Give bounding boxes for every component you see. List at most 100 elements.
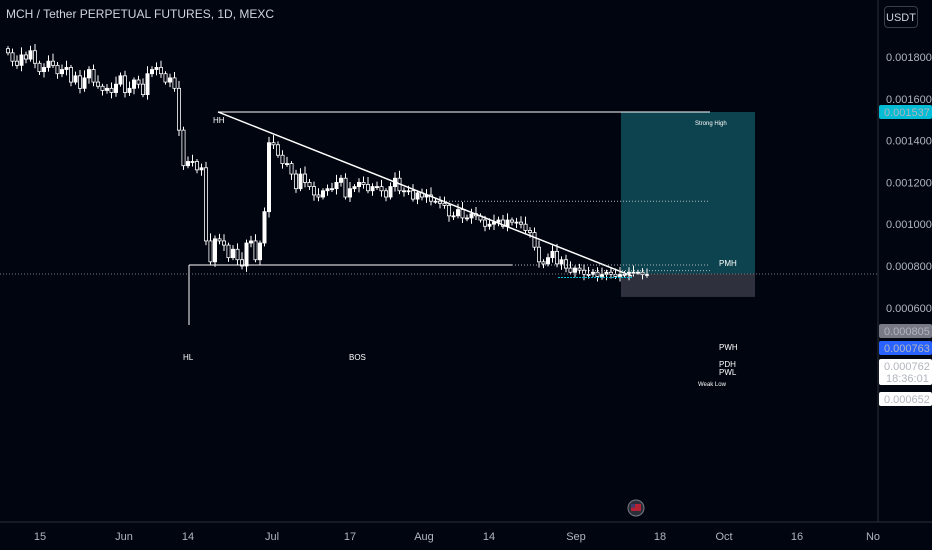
candle-body — [33, 50, 38, 64]
candle-body — [523, 223, 528, 231]
candle-body — [514, 221, 519, 224]
candle-body — [14, 60, 19, 66]
candle-body — [114, 83, 119, 93]
candle-body — [320, 190, 325, 198]
candle-body — [280, 154, 285, 164]
x-tick-label: Aug — [414, 531, 434, 543]
candle-body — [428, 194, 433, 202]
candle-body — [631, 271, 636, 274]
candle-body — [158, 67, 163, 75]
x-tick-label: 18 — [654, 531, 666, 543]
candle-body — [55, 64, 60, 75]
candle-body — [91, 69, 96, 83]
candle-body — [172, 77, 177, 89]
candle-body — [194, 161, 199, 171]
candle-body — [591, 271, 596, 275]
candle-body — [618, 273, 623, 277]
label-strong-high: Strong High — [695, 121, 727, 127]
candle-body — [203, 167, 208, 242]
x-tick-label: 15 — [34, 531, 46, 543]
candle-body — [586, 273, 591, 276]
candle-body — [293, 173, 298, 190]
candle-body — [370, 186, 375, 192]
candle-body — [217, 238, 222, 242]
candle-body — [131, 79, 136, 89]
candle-body — [230, 248, 235, 259]
candle-body — [190, 161, 195, 163]
candle-body — [500, 219, 505, 227]
candle-body — [46, 60, 51, 68]
candle-body — [311, 186, 316, 196]
flag-icon-canton — [631, 504, 635, 508]
currency-button[interactable]: USDT — [884, 6, 918, 28]
flag-icon-stripes — [631, 504, 641, 511]
price-label-box — [879, 359, 932, 385]
candle-body — [167, 77, 172, 83]
candle-body — [568, 267, 573, 273]
candle-body — [19, 54, 24, 66]
candle-body — [352, 186, 357, 190]
price-label-box — [879, 324, 932, 338]
candle-body — [307, 181, 312, 187]
candle-body — [96, 81, 101, 87]
candle-body — [42, 67, 47, 73]
label-weak-low: Weak Low — [698, 382, 727, 388]
label-pwh: PWH — [719, 343, 738, 352]
price-label: 0.000652 — [879, 392, 932, 406]
candle-body — [82, 77, 87, 89]
label-hh: HH — [213, 116, 225, 125]
candle-body — [460, 209, 465, 219]
price-label: 0.000805 — [879, 324, 932, 338]
target-zone — [621, 111, 755, 274]
candle-body — [410, 190, 415, 200]
price-label-box — [879, 104, 932, 119]
candle-body — [622, 273, 627, 276]
candle-body — [343, 177, 348, 198]
candle-body — [244, 242, 249, 267]
candle-body — [505, 219, 510, 227]
candle-body — [383, 190, 388, 198]
candle-body — [123, 75, 128, 93]
candle-body — [262, 211, 267, 244]
flag-icon — [627, 499, 645, 517]
candle-body — [577, 267, 582, 271]
price-label-text: 0.001537 — [884, 107, 930, 119]
x-tick-label: Oct — [715, 531, 732, 543]
candle-body — [609, 271, 614, 275]
candle-body — [64, 67, 69, 70]
price-label-text: 0.000762 — [884, 361, 930, 373]
candle-body — [546, 257, 551, 265]
x-tick-label: 17 — [344, 531, 356, 543]
candle-body — [28, 50, 33, 60]
candle-body — [528, 230, 533, 233]
candle-body — [284, 163, 289, 165]
candle-body — [433, 200, 438, 203]
label-pdh: PDH — [719, 360, 736, 369]
y-tick-label: 0.001200 — [886, 177, 932, 189]
candle-body — [356, 181, 361, 187]
candle-body — [23, 54, 28, 60]
label-pwl: PWL — [719, 368, 737, 377]
candle-body — [379, 186, 384, 192]
candle-body — [537, 246, 542, 263]
candle-body — [298, 173, 303, 190]
candle-body — [325, 188, 330, 192]
y-tick-label: 0.001000 — [886, 219, 932, 231]
candle-body — [127, 87, 132, 93]
candle-body — [257, 242, 262, 261]
candle-body — [60, 69, 65, 75]
candle-body — [636, 271, 641, 274]
candle-body — [469, 213, 474, 219]
x-tick-label: Jun — [115, 531, 133, 543]
candle-body — [401, 190, 406, 193]
price-label-box — [879, 392, 932, 406]
candle-body — [212, 238, 217, 263]
candle-body — [100, 85, 105, 91]
price-label-text: 0.000652 — [884, 394, 930, 406]
candle-body — [289, 163, 294, 175]
label-hl: HL — [183, 353, 194, 362]
candle-body — [208, 240, 213, 263]
candle-body — [136, 79, 141, 85]
candle-body — [239, 259, 244, 267]
